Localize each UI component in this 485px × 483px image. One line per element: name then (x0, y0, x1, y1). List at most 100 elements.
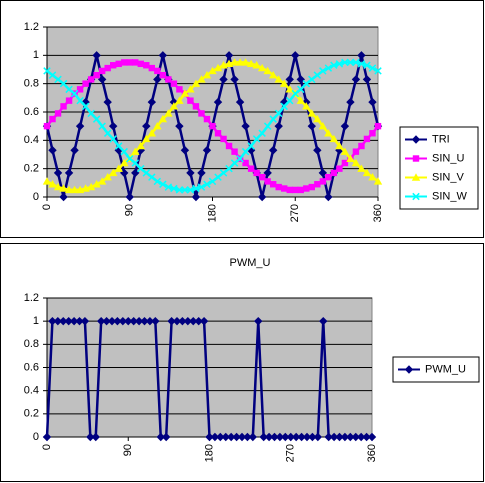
data-point (43, 67, 51, 75)
data-point (110, 62, 117, 69)
data-point (92, 51, 101, 60)
data-point (335, 432, 344, 442)
data-point (142, 121, 151, 131)
data-point (224, 51, 234, 60)
data-point (324, 64, 333, 72)
data-point (120, 147, 128, 156)
data-point (148, 64, 156, 72)
data-point (209, 122, 216, 130)
data-point (213, 97, 223, 107)
data-point (216, 432, 225, 442)
data-point (114, 146, 123, 155)
data-point (169, 97, 179, 107)
data-point (351, 158, 361, 167)
data-point (296, 96, 305, 104)
data-point (70, 89, 79, 98)
data-point (136, 141, 145, 150)
y-tick-label: 0.8 (24, 78, 39, 90)
data-point (186, 168, 195, 178)
data-point (241, 121, 250, 131)
data-point (225, 164, 233, 173)
data-point (114, 164, 123, 172)
legend-marker (411, 173, 421, 181)
data-point (213, 63, 223, 72)
data-point (170, 184, 178, 193)
y-tick-label: 0.8 (24, 338, 39, 350)
data-point (286, 432, 295, 442)
data-point (369, 130, 376, 137)
data-point (263, 168, 272, 178)
data-point (126, 155, 134, 163)
data-point (368, 172, 377, 181)
data-point (114, 142, 123, 150)
legend-label: SIN_U (432, 152, 464, 164)
data-point (189, 316, 198, 326)
data-point (69, 316, 79, 326)
data-point (176, 86, 183, 93)
y-tick-label: 0 (33, 191, 39, 203)
data-point (42, 432, 52, 442)
data-point (281, 432, 290, 442)
data-point (153, 75, 162, 84)
data-point (165, 76, 172, 83)
data-point (113, 316, 122, 326)
data-point (202, 146, 212, 155)
data-point (230, 58, 239, 66)
data-point (363, 61, 371, 69)
data-point (324, 129, 333, 137)
x-tick-label: 360 (372, 204, 384, 222)
data-point (247, 165, 255, 172)
data-point (175, 186, 184, 194)
data-point (76, 96, 84, 105)
data-point (53, 168, 63, 178)
data-point (296, 75, 305, 84)
data-point (307, 109, 316, 117)
data-point (264, 432, 274, 442)
data-point (220, 135, 227, 143)
data-point (81, 102, 90, 111)
data-point (324, 432, 333, 442)
data-point (180, 89, 190, 97)
x-tick-label: 0 (41, 444, 53, 450)
data-point (236, 155, 244, 163)
data-point (115, 60, 122, 68)
data-point (258, 129, 266, 137)
legend-label: TRI (432, 133, 450, 145)
data-point (199, 316, 209, 326)
data-point (246, 59, 256, 68)
data-point (80, 316, 90, 326)
legend-label: SIN_W (432, 190, 467, 202)
chart-title: PWM_U (230, 257, 271, 269)
data-point (82, 80, 89, 87)
data-point (374, 122, 382, 130)
data-point (214, 130, 222, 137)
data-point (98, 67, 106, 75)
data-point (302, 432, 312, 442)
data-point (269, 181, 277, 188)
data-point (97, 177, 107, 185)
data-point (164, 109, 173, 117)
data-point (109, 168, 118, 177)
data-point (318, 168, 328, 178)
data-point (368, 97, 377, 107)
data-point (48, 71, 57, 79)
data-point (54, 75, 62, 84)
x-tick-label: 360 (366, 444, 378, 462)
data-point (219, 75, 228, 84)
data-point (285, 75, 294, 84)
data-point (203, 180, 211, 188)
data-point (147, 129, 157, 137)
data-point (161, 432, 171, 442)
data-point (237, 432, 247, 442)
y-tick-label: 1.2 (24, 21, 39, 33)
data-point (97, 75, 107, 84)
data-point (107, 316, 117, 326)
data-point (198, 110, 205, 117)
data-point (103, 129, 112, 137)
data-point (169, 102, 179, 110)
data-point (291, 51, 300, 60)
data-point (164, 183, 173, 191)
data-point (87, 109, 95, 118)
data-point (246, 146, 256, 155)
data-point (308, 183, 315, 191)
